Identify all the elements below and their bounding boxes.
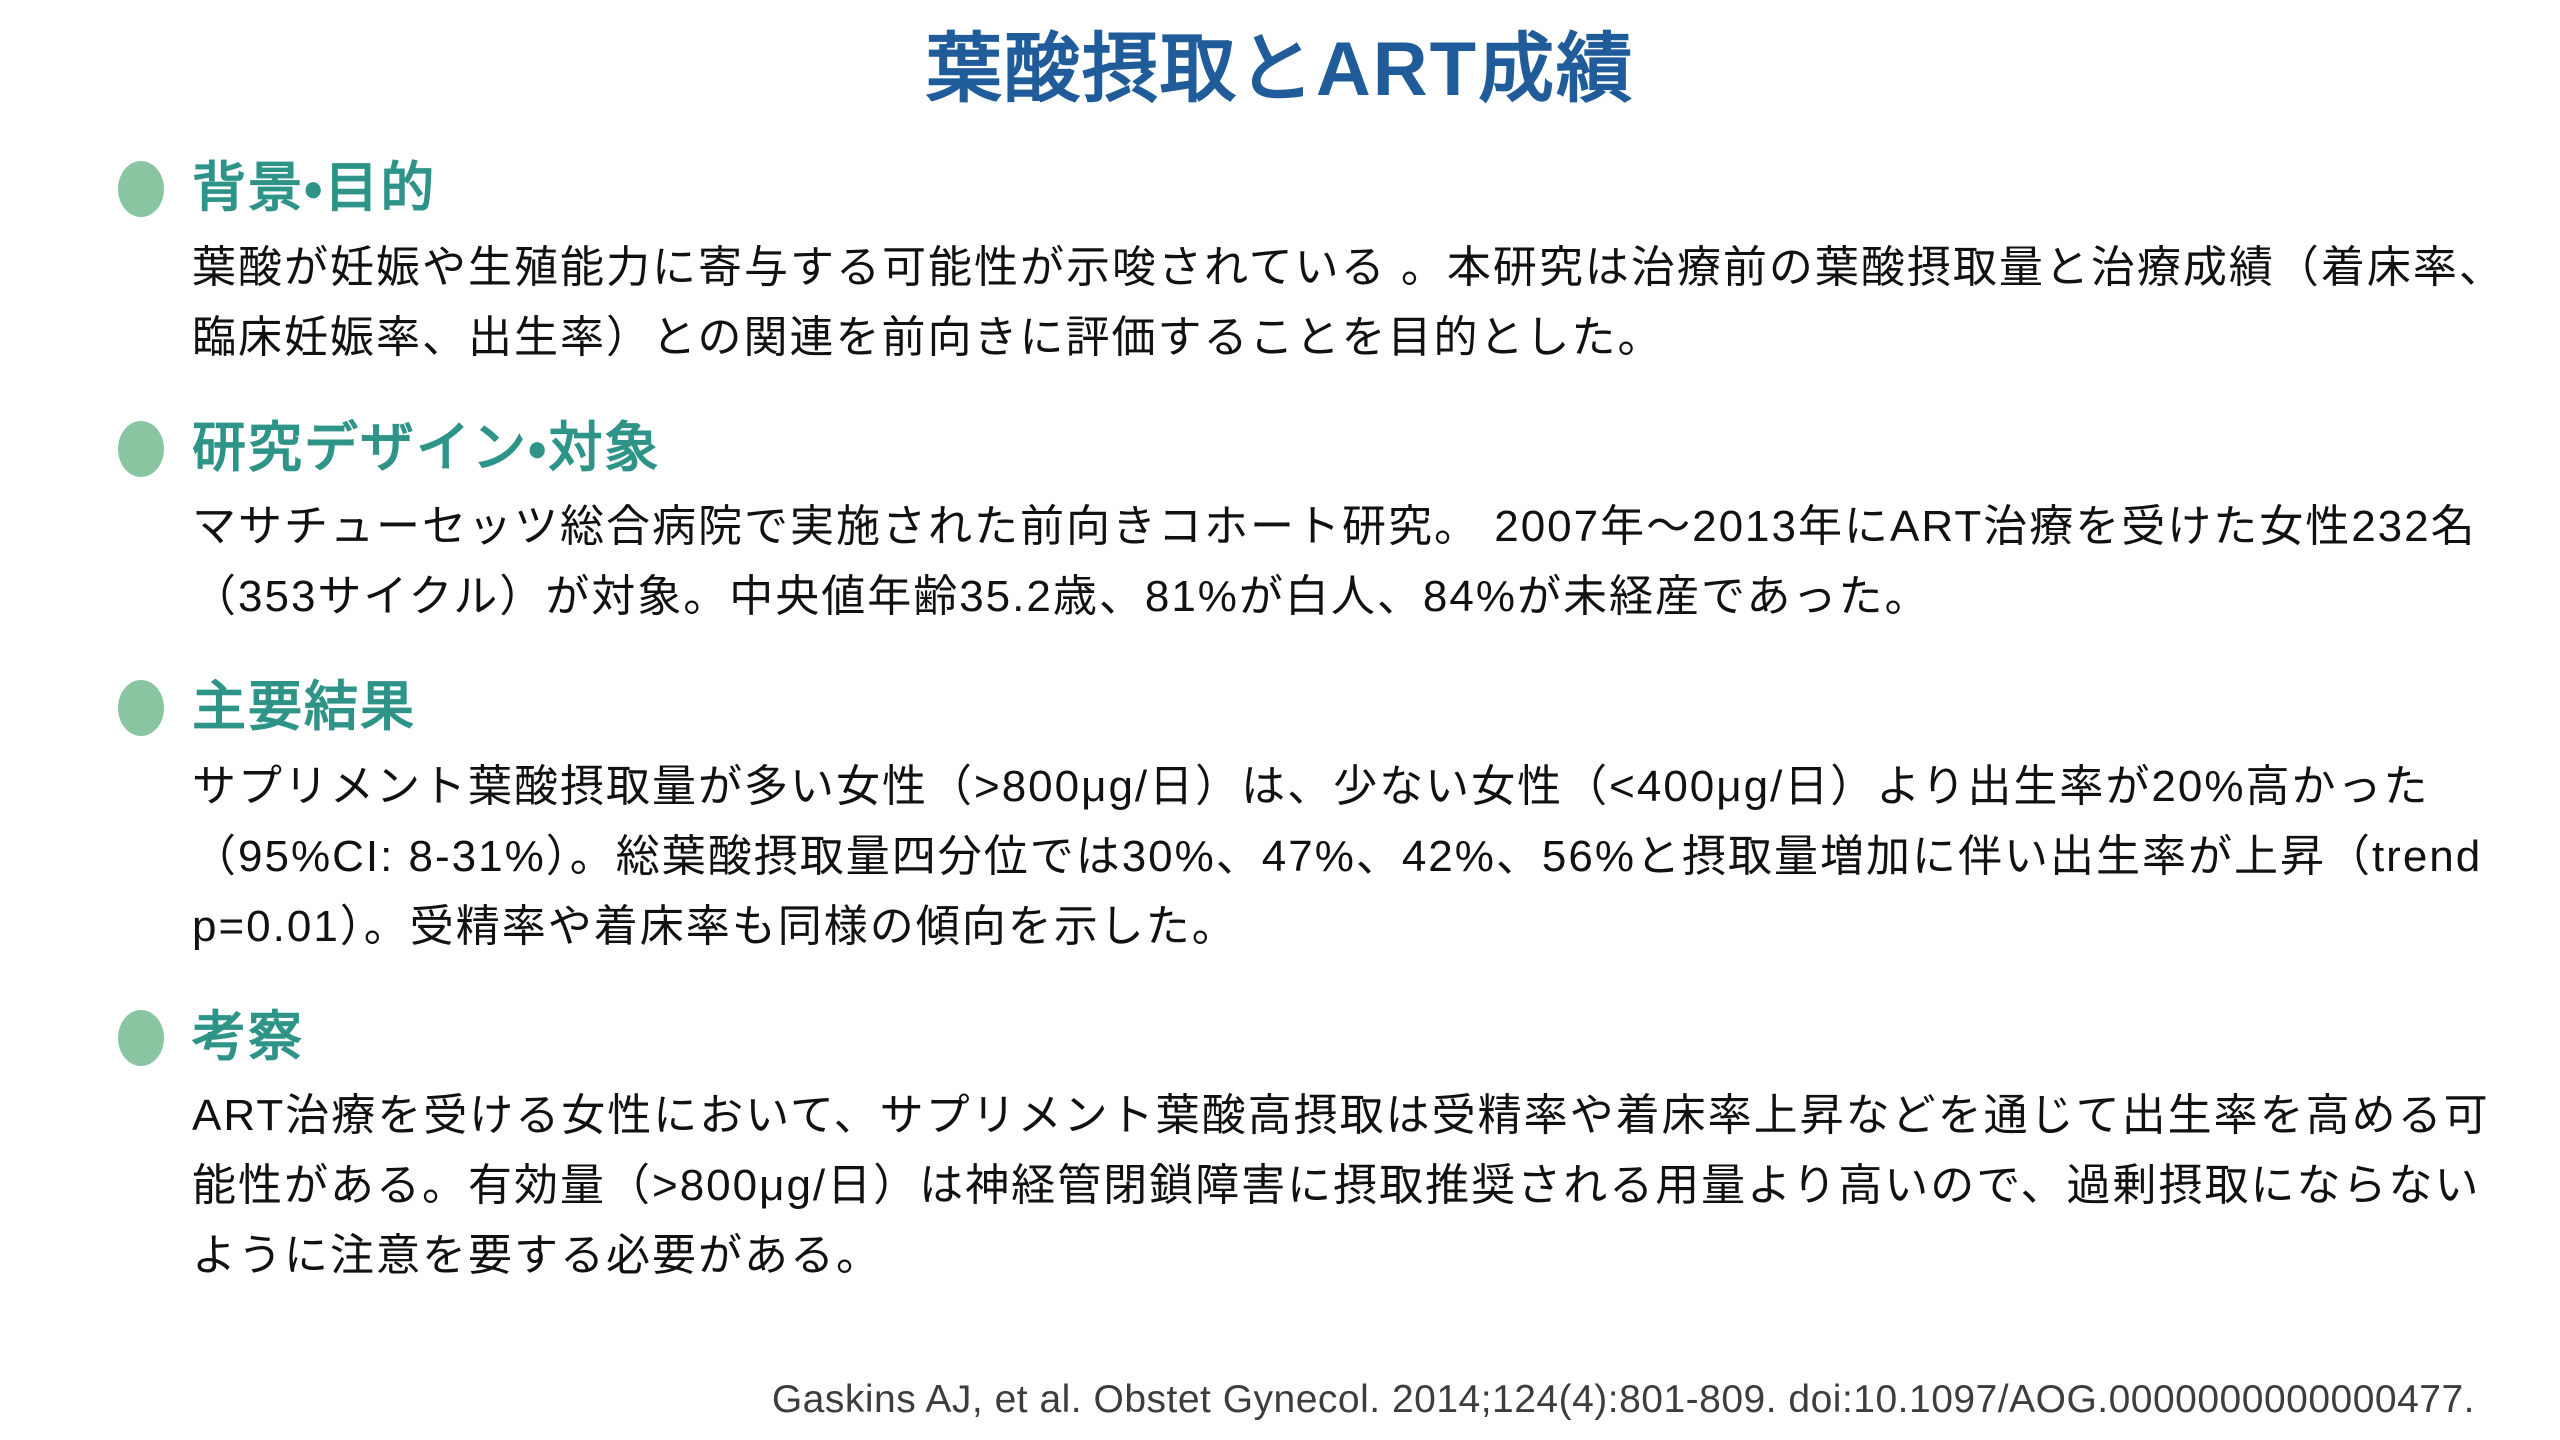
page-title: 葉酸摂取とART成績 (925, 27, 1635, 112)
section-heading-row: 主要結果 (118, 674, 2560, 742)
section-heading: 考察 (192, 1006, 304, 1067)
section-heading-row: 研究デザイン・対象 (118, 415, 2560, 483)
citation: Gaskins AJ, et al. Obstet Gynecol. 2014;… (771, 1378, 2475, 1421)
section-discussion: 考察 ART治療を受ける女性において、サプリメント葉酸高摂取は受精率や着床率上昇… (0, 1004, 2560, 1292)
section-heading: 研究デザイン・対象 (192, 417, 661, 478)
section-heading: 主要結果 (192, 677, 416, 738)
section-main-results: 主要結果 サプリメント葉酸摂取量が多い女性（>800μg/日）は、少ない女性（<… (0, 674, 2560, 962)
section-study-design: 研究デザイン・対象 マサチューセッツ総合病院で実施された前向きコホート研究。 2… (0, 415, 2560, 633)
section-body: マサチューセッツ総合病院で実施された前向きコホート研究。 2007年〜2013年… (192, 502, 2477, 622)
bullet-circle-icon (118, 680, 164, 737)
bullet-circle-icon (118, 1009, 164, 1066)
section-body: 葉酸が妊娠や生殖能力に寄与する可能性が示唆されている 。本研究は治療前の葉酸摂取… (192, 242, 2505, 362)
bullet-circle-icon (118, 420, 164, 477)
bullet-circle-icon (118, 161, 164, 218)
section-heading-row: 背景・目的 (118, 155, 2560, 223)
section-body: ART治療を受ける女性において、サプリメント葉酸高摂取は受精率や着床率上昇などを… (192, 1091, 2490, 1281)
section-heading: 背景・目的 (192, 158, 437, 219)
section-body: サプリメント葉酸摂取量が多い女性（>800μg/日）は、少ない女性（<400μg… (192, 761, 2483, 951)
section-background-purpose: 背景・目的 葉酸が妊娠や生殖能力に寄与する可能性が示唆されている 。本研究は治療… (0, 155, 2560, 373)
section-heading-row: 考察 (118, 1004, 2560, 1072)
